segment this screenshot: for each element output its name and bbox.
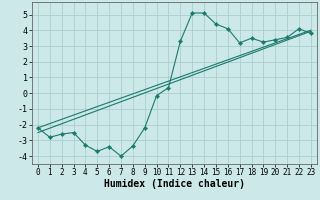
X-axis label: Humidex (Indice chaleur): Humidex (Indice chaleur) <box>104 179 245 189</box>
